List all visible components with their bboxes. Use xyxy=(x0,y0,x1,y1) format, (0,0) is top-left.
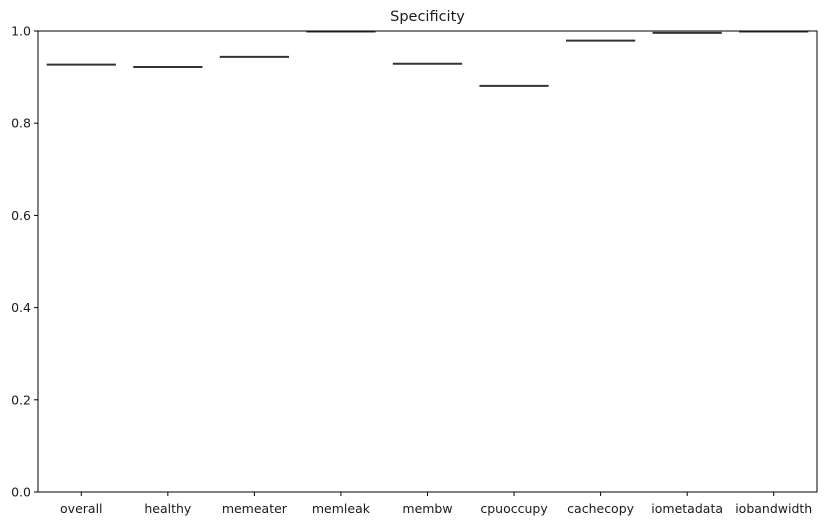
x-tick-label-overall: overall xyxy=(60,501,102,516)
plot-frame xyxy=(37,30,818,493)
y-axis: 0.0 0.2 0.4 0.6 0.8 1.0 xyxy=(11,24,38,500)
y-tick-label: 0.2 xyxy=(11,392,31,407)
x-tick-label-memeater: memeater xyxy=(222,501,288,516)
x-tick-label-healthy: healthy xyxy=(144,501,192,516)
y-tick-label: 0.8 xyxy=(11,116,31,131)
x-tick-label-memleak: memleak xyxy=(312,501,371,516)
x-tick-label-membw: membw xyxy=(402,501,452,516)
y-tick-label: 0.4 xyxy=(11,300,31,315)
x-tick-label-iobandwidth: iobandwidth xyxy=(735,501,812,516)
y-tick-label: 0.6 xyxy=(11,208,31,223)
x-tick-label-cachecopy: cachecopy xyxy=(567,501,634,516)
y-tick-label: 1.0 xyxy=(11,24,31,39)
x-axis: overall healthy memeater memleak membw cpuocc… xyxy=(60,492,812,516)
box-marks xyxy=(46,30,809,87)
chart-title: Specificity xyxy=(390,9,465,25)
x-tick-label-iometadata: iometadata xyxy=(651,501,723,516)
x-tick-label-cpuoccupy: cpuoccupy xyxy=(480,501,548,516)
y-tick-label: 0.0 xyxy=(11,485,31,500)
